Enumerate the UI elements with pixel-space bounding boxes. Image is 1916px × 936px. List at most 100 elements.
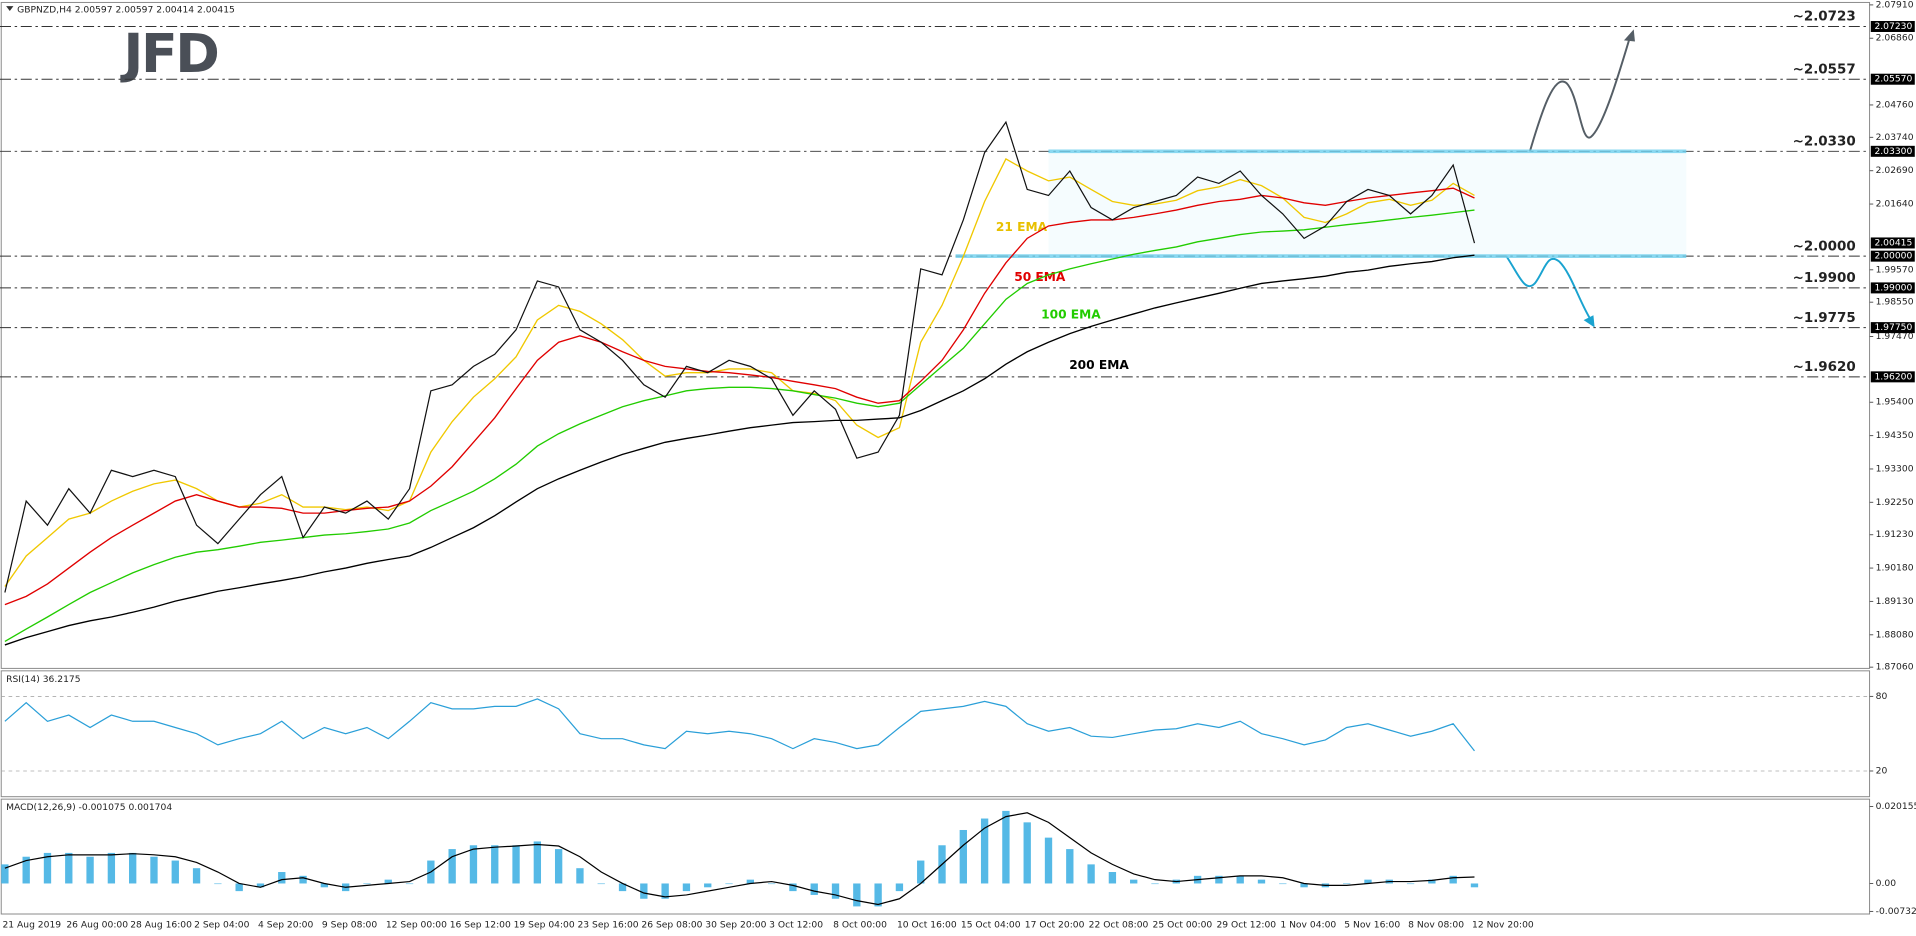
macd-bar: [831, 883, 840, 899]
x-tick-label: 17 Oct 20:00: [1025, 920, 1085, 931]
level-axis-box: [1870, 73, 1915, 85]
macd-bar: [469, 845, 478, 884]
upside-arrowhead: [1623, 29, 1635, 42]
level-axis-label: 1.99000: [1874, 282, 1912, 293]
y-tick-label: 2.06860: [1876, 33, 1914, 44]
macd-bar: [1002, 810, 1010, 884]
macd-bar: [65, 852, 73, 884]
x-tick-label: 26 Aug 00:00: [66, 920, 128, 931]
macd-bar: [107, 852, 116, 884]
level-label: ~2.0330: [1793, 135, 1856, 150]
y-tick-label: 1.99570: [1876, 264, 1914, 275]
header-icon: [6, 6, 14, 11]
level-axis-box: [1870, 250, 1915, 262]
macd-bar: [1130, 879, 1138, 884]
macd-bar: [256, 883, 265, 888]
y-tick-label: 20: [1876, 765, 1888, 776]
chart-header: GBPNZD,H4 2.00597 2.00597 2.00414 2.0041…: [17, 4, 235, 15]
x-tick-label: 21 Aug 2019: [2, 920, 61, 931]
x-tick-label: 26 Sep 08:00: [641, 920, 702, 931]
macd-bar: [448, 849, 456, 884]
macd-bar: [1023, 822, 1031, 884]
x-tick-label: 8 Oct 00:00: [833, 920, 887, 931]
y-tick-label: 1.91230: [1876, 529, 1914, 540]
macd-bar: [661, 883, 669, 899]
rsi-panel: [0, 670, 1871, 798]
level-axis-label: 2.03300: [1874, 146, 1912, 157]
macd-bar: [533, 841, 542, 884]
y-tick-label: 1.92250: [1876, 497, 1914, 508]
macd-bar: [235, 883, 243, 892]
x-tick-label: 29 Oct 12:00: [1216, 920, 1276, 931]
macd-bar: [618, 883, 627, 892]
x-tick-label: 30 Sep 20:00: [705, 920, 766, 931]
upside-projection-arrow: [1528, 36, 1632, 152]
y-tick-label: 0.020155: [1876, 801, 1916, 812]
x-tick-label: 19 Sep 04:00: [514, 920, 575, 931]
level-axis-label: 2.07230: [1874, 21, 1912, 32]
x-tick-label: 28 Aug 16:00: [130, 920, 192, 931]
last-price-box: [1870, 237, 1915, 249]
macd-bar: [512, 845, 520, 884]
level-axis-box: [1870, 145, 1915, 157]
level-label: ~1.9900: [1793, 271, 1856, 286]
downside-arrowhead: [1583, 315, 1595, 328]
y-tick-label: 2.03740: [1876, 132, 1914, 143]
macd-bar: [150, 856, 158, 884]
macd-bar: [214, 883, 222, 885]
x-tick-label: 22 Oct 08:00: [1089, 920, 1149, 931]
x-tick-label: 16 Sep 12:00: [450, 920, 511, 931]
y-tick-label: 80: [1876, 691, 1888, 702]
level-axis-box: [1870, 371, 1915, 383]
x-tick-label: 10 Oct 16:00: [897, 920, 957, 931]
y-tick-label: 1.93300: [1876, 463, 1914, 474]
y-tick-label: 2.04760: [1876, 99, 1914, 110]
macd-bar: [1066, 849, 1074, 884]
macd-bar: [746, 879, 754, 884]
ema-label: 200 EMA: [1069, 358, 1129, 372]
macd-bar: [1428, 879, 1436, 884]
main-panel: [0, 1, 1871, 669]
macd-bar: [1108, 872, 1117, 884]
y-tick-label: -0.00732: [1876, 906, 1916, 917]
macd-bar: [1343, 883, 1351, 885]
macd-bar: [384, 879, 392, 884]
x-tick-label: 4 Sep 20:00: [258, 920, 313, 931]
y-tick-label: 1.90180: [1876, 563, 1914, 574]
macd-bar: [405, 883, 414, 885]
macd-bar: [1215, 875, 1223, 884]
macd-bar: [1, 864, 9, 884]
x-tick-label: 8 Nov 08:00: [1408, 920, 1464, 931]
ema-line: [4, 158, 1475, 587]
macd-bar: [171, 860, 179, 884]
macd-bar: [299, 875, 307, 884]
level-label: ~2.0000: [1793, 239, 1856, 254]
y-tick-label: 1.94350: [1876, 430, 1914, 441]
level-axis-label: 2.05570: [1874, 74, 1912, 85]
macd-bar: [1364, 879, 1372, 884]
logo: JFD: [119, 22, 217, 85]
level-label: ~2.0557: [1793, 62, 1856, 77]
macd-bar: [874, 883, 882, 907]
macd-bar: [1406, 883, 1415, 885]
downside-projection-arrow: [1505, 256, 1592, 321]
y-tick-label: 2.01640: [1876, 199, 1914, 210]
level-axis-box: [1870, 282, 1915, 294]
level-axis-box: [1870, 20, 1915, 32]
y-tick-label: 0.00: [1876, 878, 1897, 889]
macd-bar: [640, 883, 648, 899]
macd-bar: [704, 883, 712, 888]
level-axis-label: 1.96200: [1874, 371, 1912, 382]
macd-bar: [129, 852, 137, 884]
macd-bar: [959, 829, 967, 884]
macd-bar: [192, 868, 201, 884]
x-tick-label: 9 Sep 08:00: [322, 920, 377, 931]
macd-bar: [363, 883, 371, 885]
macd-bar: [1087, 864, 1095, 884]
y-tick-label: 2.07910: [1876, 0, 1914, 10]
macd-bar: [725, 883, 733, 885]
x-tick-label: 23 Sep 16:00: [578, 920, 639, 931]
ema-label: 21 EMA: [996, 220, 1048, 234]
